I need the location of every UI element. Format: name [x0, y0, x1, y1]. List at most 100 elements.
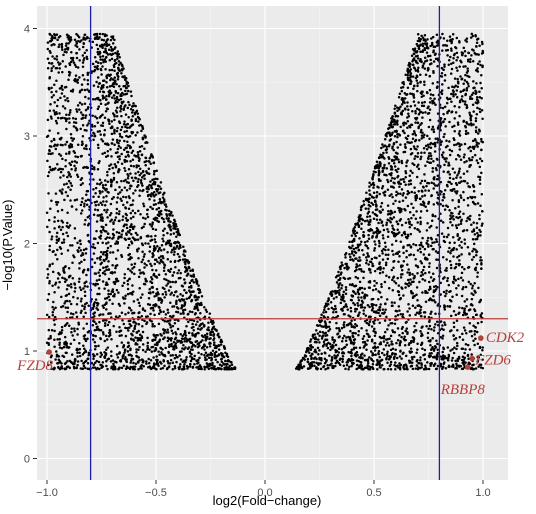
data-point: [92, 312, 95, 316]
data-point: [432, 187, 435, 190]
data-point: [114, 257, 118, 261]
data-point: [391, 131, 394, 135]
data-point: [132, 311, 136, 315]
data-point: [392, 161, 396, 165]
data-point: [456, 85, 460, 89]
data-point: [98, 278, 101, 281]
data-point: [127, 100, 130, 104]
data-point: [151, 339, 154, 342]
data-point: [399, 218, 403, 221]
data-point: [83, 285, 87, 288]
data-point: [127, 253, 130, 257]
data-point: [101, 241, 104, 244]
data-point: [169, 244, 173, 248]
data-point: [55, 350, 58, 353]
data-point: [115, 129, 119, 133]
data-point: [350, 354, 353, 358]
data-point: [464, 132, 468, 136]
data-point: [435, 157, 439, 161]
data-point: [397, 231, 401, 234]
data-point: [427, 265, 431, 269]
data-point: [116, 54, 119, 58]
data-point: [96, 257, 99, 260]
data-point: [464, 92, 468, 96]
data-point: [57, 225, 61, 229]
data-point: [66, 284, 69, 287]
data-point: [72, 61, 76, 64]
data-point: [478, 178, 482, 181]
data-point: [114, 315, 118, 318]
data-point: [171, 361, 175, 365]
data-point: [72, 121, 76, 124]
data-point: [420, 101, 424, 105]
data-point: [113, 76, 117, 79]
data-point: [367, 203, 371, 207]
data-point: [113, 62, 117, 65]
data-point: [113, 38, 116, 42]
data-point: [83, 223, 86, 226]
data-point: [172, 346, 176, 349]
data-point: [417, 167, 421, 171]
data-point: [105, 242, 108, 245]
data-point: [135, 322, 138, 325]
data-point: [134, 238, 138, 241]
data-point: [420, 341, 424, 344]
data-point: [397, 260, 400, 264]
data-point: [354, 310, 357, 313]
data-point: [73, 283, 77, 286]
data-point: [479, 353, 483, 357]
data-point: [47, 218, 51, 222]
data-point: [146, 344, 149, 348]
data-point: [61, 70, 64, 74]
data-point: [193, 354, 196, 358]
data-point: [180, 307, 183, 310]
data-point: [107, 334, 111, 338]
data-point: [332, 311, 335, 314]
data-point: [99, 313, 102, 316]
data-point: [451, 348, 454, 351]
data-point: [106, 180, 110, 184]
data-point: [56, 116, 60, 120]
data-point: [375, 218, 379, 221]
data-point: [109, 52, 112, 56]
data-point: [377, 350, 381, 353]
data-point: [71, 116, 75, 120]
data-point: [133, 262, 137, 266]
data-point: [363, 320, 367, 323]
data-point: [443, 323, 447, 327]
data-point: [151, 345, 155, 349]
data-point: [56, 143, 59, 147]
data-point: [397, 284, 401, 287]
data-point: [82, 344, 85, 347]
data-point: [349, 255, 352, 259]
data-point: [166, 328, 169, 332]
data-point: [73, 164, 76, 168]
data-point: [70, 353, 74, 356]
data-point: [142, 202, 145, 206]
data-point: [68, 36, 71, 40]
data-point: [103, 322, 107, 325]
data-point: [157, 206, 161, 210]
data-point: [348, 240, 351, 244]
data-point: [450, 211, 453, 215]
data-point: [141, 216, 145, 220]
data-point: [58, 280, 61, 284]
data-point: [51, 262, 54, 266]
data-point: [394, 348, 397, 351]
data-point: [169, 301, 172, 305]
data-point: [455, 364, 459, 368]
data-point: [394, 309, 398, 313]
data-point: [93, 354, 96, 358]
data-point: [82, 269, 85, 273]
data-point: [91, 333, 95, 337]
data-point: [81, 197, 84, 200]
data-point: [130, 111, 134, 114]
data-point: [106, 154, 110, 157]
data-point: [414, 198, 418, 202]
data-point: [83, 305, 86, 309]
data-point: [121, 355, 125, 358]
data-point: [199, 291, 202, 294]
data-point: [175, 360, 178, 364]
data-point: [481, 65, 484, 69]
data-point: [396, 327, 400, 330]
